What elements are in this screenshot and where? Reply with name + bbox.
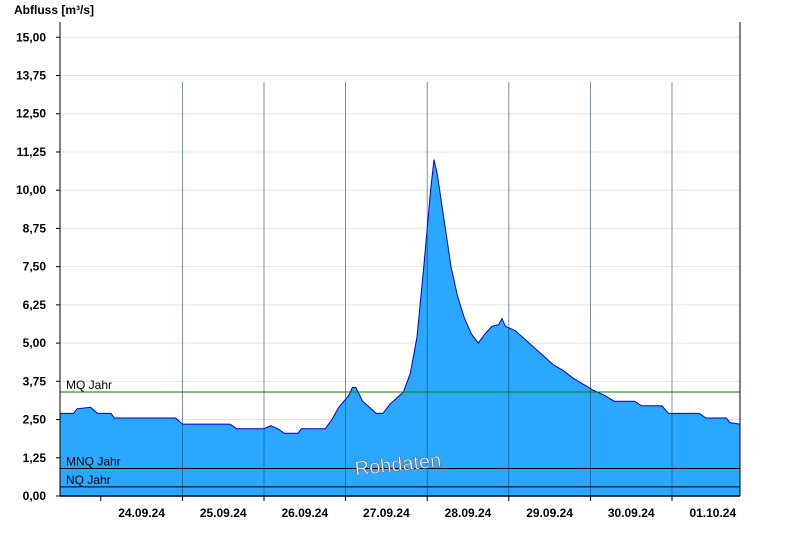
x-tick-label-6: 30.09.24 — [608, 506, 655, 520]
x-tick-label-1: 25.09.24 — [200, 506, 247, 520]
y-tick-label-10: 12,50 — [16, 107, 46, 121]
x-tick-label-2: 26.09.24 — [281, 506, 328, 520]
y-tick-label-12: 15,00 — [16, 30, 46, 44]
y-tick-label-6: 7,50 — [23, 260, 47, 274]
x-tick-label-5: 29.09.24 — [526, 506, 573, 520]
discharge-area — [60, 159, 741, 496]
y-tick-label-1: 1,25 — [23, 451, 47, 465]
y-ticks: 0,00 1,25 2,50 3,75 5,00 6,25 7,50 8,75 10,00 11,… — [16, 30, 60, 503]
reference-lines: MQ Jahr MNQ Jahr NQ Jahr — [60, 378, 740, 488]
ref-label-1: MNQ Jahr — [66, 454, 121, 468]
y-tick-label-4: 5,00 — [23, 336, 47, 350]
y-tick-label-3: 3,75 — [23, 374, 47, 388]
axes — [59, 22, 741, 497]
x-tick-label-7: 01.10.24 — [689, 506, 736, 520]
x-tick-label-0: 24.09.24 — [118, 506, 165, 520]
x-tick-label-3: 27.09.24 — [363, 506, 410, 520]
x-ticks: 24.09.24 25.09.24 26.09.24 27.09.24 28.09.24… — [100, 496, 736, 520]
y-tick-label-7: 8,75 — [23, 221, 47, 235]
y-tick-label-8: 10,00 — [16, 183, 46, 197]
y-tick-label-2: 2,50 — [23, 413, 47, 427]
ref-label-2: NQ Jahr — [66, 473, 111, 487]
x-tick-label-4: 28.09.24 — [445, 506, 492, 520]
y-tick-label-5: 6,25 — [23, 298, 47, 312]
discharge-fill — [60, 159, 740, 496]
y-tick-label-9: 11,25 — [17, 145, 47, 159]
y-tick-label-11: 13,75 — [16, 69, 46, 83]
y-tick-label-0: 0,00 — [23, 489, 47, 503]
day-separators — [181, 82, 673, 496]
y-axis-title: Abfluss [m³/s] — [14, 3, 94, 17]
ref-label-0: MQ Jahr — [66, 378, 112, 392]
